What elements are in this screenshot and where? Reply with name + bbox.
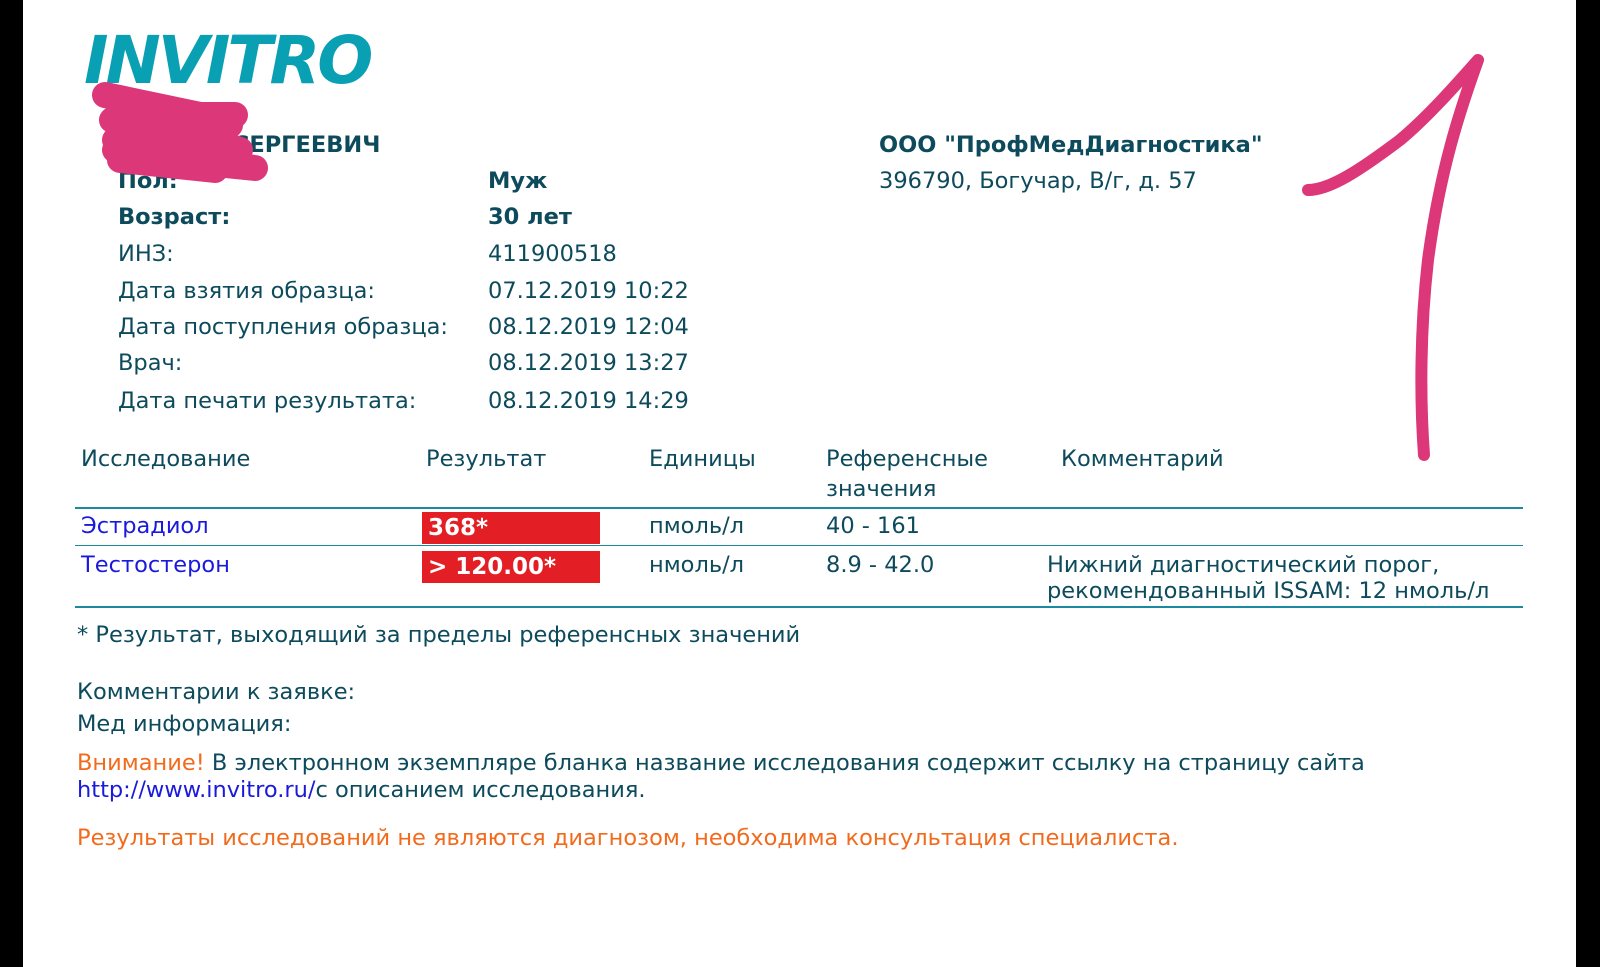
header-reference: Референсные: [826, 446, 989, 472]
row-divider: [75, 545, 1523, 546]
attention-after: с описанием исследования.: [315, 777, 646, 803]
units: нмоль/л: [649, 552, 745, 578]
handwritten-one: [1302, 54, 1484, 461]
field-label: Дата печати результата:: [118, 388, 417, 414]
attention-note-2: http://www.invitro.ru/с описанием исслед…: [77, 777, 646, 804]
header-result: Результат: [426, 446, 547, 472]
table-bottom-divider: [75, 606, 1523, 608]
result-flag: > 120.00*: [422, 551, 600, 583]
field-value: 08.12.2019 13:27: [488, 350, 689, 376]
attention-label: Внимание!: [77, 750, 205, 776]
field-value: Муж: [488, 168, 548, 194]
header-test: Исследование: [81, 446, 251, 472]
lab-address: 396790, Богучар, В/г, д. 57: [879, 168, 1197, 194]
invitro-link[interactable]: http://www.invitro.ru/: [77, 777, 316, 803]
med-info: Мед информация:: [77, 711, 292, 737]
reference: 40 - 161: [826, 513, 920, 539]
order-comments: Комментарии к заявке:: [77, 679, 356, 705]
units: пмоль/л: [649, 513, 745, 539]
header-reference-2: значения: [826, 476, 937, 502]
field-label: Врач:: [118, 350, 183, 376]
field-value: 411900518: [488, 241, 617, 267]
field-label: Возраст:: [118, 204, 231, 230]
header-units: Единицы: [649, 446, 756, 472]
result-flag: 368*: [422, 512, 600, 544]
annotation-text: 1: [1440, 399, 1441, 401]
field-value: 07.12.2019 10:22: [488, 278, 689, 304]
comment: Нижний диагностический порог,: [1047, 552, 1440, 578]
disclaimer: Результаты исследований не являются диаг…: [77, 825, 1179, 851]
test-link-testosterone[interactable]: Тестостерон: [81, 552, 230, 578]
attention-note: Внимание! В электронном экземпляре бланк…: [77, 750, 1365, 777]
lab-name: ООО "ПрофМедДиагностика": [879, 132, 1263, 158]
test-link-estradiol[interactable]: Эстрадиол: [81, 513, 209, 539]
field-value: 30 лет: [488, 204, 572, 230]
table-divider: [75, 507, 1523, 509]
comment-line-2: рекомендованный ISSAM: 12 нмоль/л: [1047, 578, 1490, 604]
field-label: Дата поступления образца:: [118, 314, 448, 340]
header-comment: Комментарий: [1061, 446, 1224, 472]
reference: 8.9 - 42.0: [826, 552, 935, 578]
field-value: 08.12.2019 14:29: [488, 388, 689, 414]
page: [23, 0, 1576, 967]
invitro-logo: INVITRO: [84, 22, 373, 99]
field-label: ИНЗ:: [118, 241, 174, 267]
field-label: Дата взятия образца:: [118, 278, 375, 304]
footnote: * Результат, выходящий за пределы рефере…: [77, 622, 801, 648]
redaction-scribble: [92, 82, 268, 183]
attention-text: В электронном экземпляре бланка название…: [204, 750, 1365, 776]
field-value: 08.12.2019 12:04: [488, 314, 689, 340]
